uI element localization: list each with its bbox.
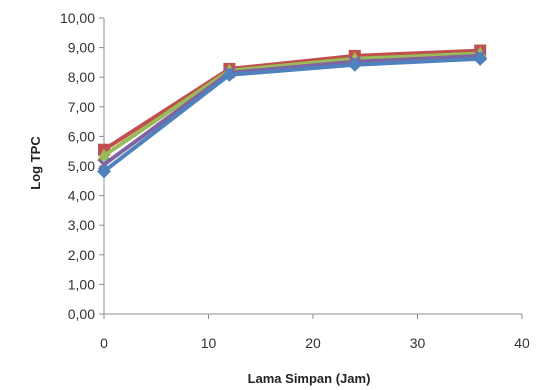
y-tick-label: 6,00 — [68, 128, 95, 144]
plot-area — [97, 44, 488, 179]
y-tick-label: 5,00 — [68, 158, 95, 174]
y-tick-label: 1,00 — [68, 276, 95, 292]
series-3 — [97, 51, 488, 179]
x-axis-title: Lama Simpan (Jam) — [248, 371, 371, 386]
x-tick-label: 40 — [514, 335, 530, 351]
series-line — [102, 56, 481, 173]
y-tick-label: 7,00 — [68, 99, 95, 115]
y-tick-label: 2,00 — [68, 247, 95, 263]
y-tick-label: 0,00 — [68, 306, 95, 322]
series-1 — [97, 46, 488, 161]
data-point — [347, 57, 362, 72]
data-point — [97, 164, 111, 179]
series-line — [102, 53, 481, 167]
x-tick-label: 10 — [201, 335, 217, 351]
x-tick-label: 30 — [410, 335, 426, 351]
data-point — [222, 67, 237, 82]
series-line — [102, 51, 481, 158]
data-point — [473, 51, 488, 66]
y-tick-label: 3,00 — [68, 217, 95, 233]
x-tick-label: 0 — [100, 335, 108, 351]
x-tick-labels: 0 10 20 30 40 — [100, 335, 530, 351]
y-tick-label: 10,00 — [60, 10, 95, 26]
y-tick-label: 9,00 — [68, 40, 95, 56]
y-tick-labels: 0,00 1,00 2,00 3,00 4,00 5,00 6,00 7,00 … — [60, 10, 95, 322]
x-tick-label: 20 — [305, 335, 321, 351]
data-point — [97, 148, 111, 161]
series-line — [102, 48, 481, 152]
y-tick-label: 8,00 — [68, 69, 95, 85]
y-axis-title: Log TPC — [28, 136, 43, 190]
y-tick-label: 4,00 — [68, 188, 95, 204]
